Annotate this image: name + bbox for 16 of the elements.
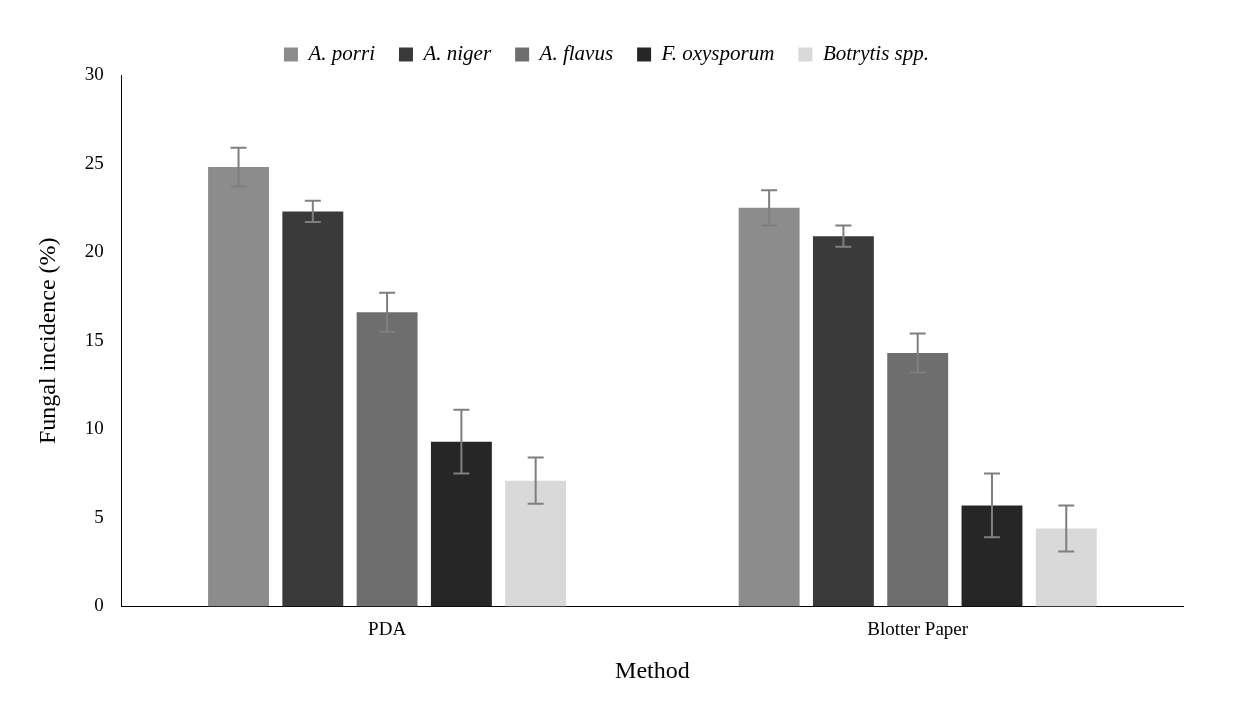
x-tick-label: Blotter Paper xyxy=(867,617,969,639)
legend-label: A. flavus xyxy=(537,41,614,66)
y-tick-label: 0 xyxy=(94,594,104,616)
x-tick-label: PDA xyxy=(368,617,407,639)
y-tick-label: 15 xyxy=(84,328,104,350)
legend-label: Botrytis spp. xyxy=(822,41,930,66)
y-tick-label: 25 xyxy=(84,151,104,173)
x-axis-title: Method xyxy=(615,656,690,683)
y-tick-label: 30 xyxy=(84,62,104,84)
y-tick-label: 5 xyxy=(94,505,104,527)
legend-label: A. niger xyxy=(421,41,492,66)
y-axis-title: Fungal incidence (%) xyxy=(33,237,60,444)
y-tick-label: 20 xyxy=(84,240,104,262)
y-tick-label: 10 xyxy=(84,417,104,439)
legend-label: F. oxysporum xyxy=(660,41,775,66)
legend-label: A. porri xyxy=(306,41,376,66)
